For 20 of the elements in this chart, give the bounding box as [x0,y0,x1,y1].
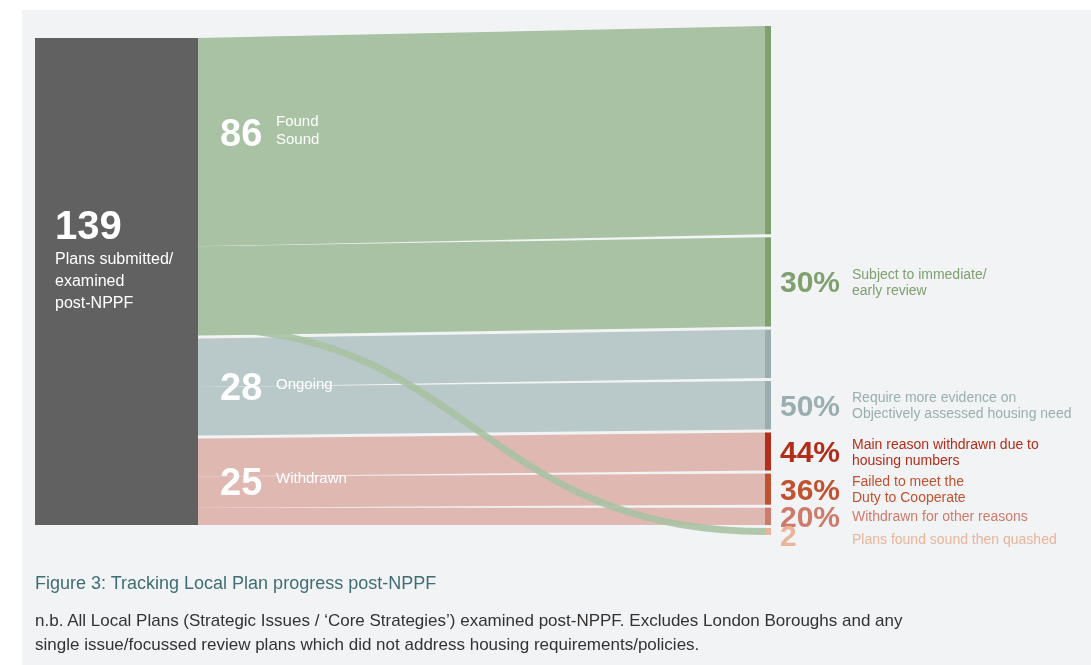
data-label: 44% [780,435,841,469]
category-label: Main reason withdrawn due to housing numbers [852,435,1039,468]
category-label: Withdrawn for other reasons [852,508,1028,525]
category-label: Failed to meet the Duty to Cooperate [852,473,966,506]
data-label: 139 [55,203,122,247]
text: n.b. All Local Plans (Strategic Issues / ‘Core Strategies’) examined post-NPPF. Excludes London Boroughs and any single issue/focussed review plans which did not address housing requirements/policies. [35,610,903,654]
text: Figure 3: Tracking Local Plan progress post-NPPF [35,573,437,593]
category-label: Plans submitted/ examined post-NPPF [55,249,174,311]
category-label: Ongoing [276,374,333,392]
data-label: 30% [780,265,841,299]
data-label: 86 [220,112,263,154]
category-label: Withdrawn [276,469,347,487]
category-label: Found Sound [276,111,320,147]
category-label: Require more evidence on Objectively assessed housing need [852,389,1072,422]
category-label: Plans found sound then quashed [852,531,1057,548]
data-label: 36% [780,472,841,506]
data-label: 50% [780,388,841,422]
data-label: 28 [220,366,263,409]
data-label: 25 [220,460,263,503]
category-label: Subject to immediate/ early review [852,265,987,298]
